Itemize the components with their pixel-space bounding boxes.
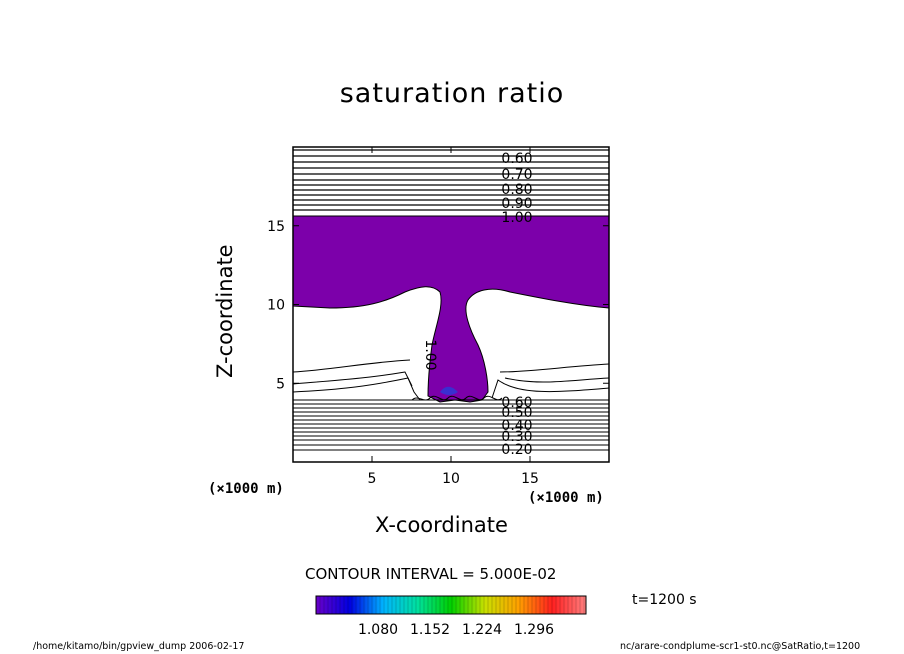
upper-contour-lines: [293, 149, 609, 211]
colorbar-tick-label: 1.152: [410, 622, 450, 638]
colorbar: 1.080 1.152 1.224 1.296: [315, 595, 587, 638]
axis-ticks: 5 10 15 5 10 15: [267, 147, 609, 487]
contour-line: [491, 379, 610, 399]
x-tick-label: 5: [368, 471, 377, 487]
x-tick-label: 15: [521, 471, 539, 487]
y-tick-label: 10: [267, 298, 285, 314]
contour-line: [504, 377, 610, 383]
chart-title: saturation ratio: [339, 78, 565, 109]
footer-right: nc/arare-condplume-scr1-st0.nc@SatRatio,…: [620, 641, 861, 652]
contour-label: 0.60: [501, 151, 532, 167]
x-unit-label: (×1000 m): [528, 490, 604, 506]
colorbar-tick-label: 1.224: [462, 622, 502, 638]
contour-label: 1.00: [422, 339, 438, 370]
contour-interval: CONTOUR INTERVAL = 5.000E-02: [305, 565, 557, 583]
footer-left: /home/kitamo/bin/gpview_dump 2006-02-17: [33, 641, 245, 652]
contour-label: 0.50: [501, 405, 532, 421]
colorbar-tick-label: 1.296: [514, 622, 554, 638]
contour-label: 0.20: [501, 442, 532, 458]
max-saturation-core: [440, 386, 458, 395]
contour-line: [292, 359, 411, 373]
colorbar-fill: [315, 595, 587, 615]
contour-label: 0.60: [501, 395, 532, 411]
contour-label: 0.40: [501, 418, 532, 434]
y-axis-label: Z-coordinate: [213, 244, 237, 378]
contour-line: [292, 371, 413, 387]
contour-label: 0.80: [501, 182, 532, 198]
x-axis-label: X-coordinate: [375, 513, 508, 537]
shaded-region: [292, 215, 610, 403]
contour-label: 1.00: [501, 210, 532, 226]
x-tick-label: 10: [442, 471, 460, 487]
contour-line: [292, 377, 421, 401]
lower-contour-lines: [292, 359, 610, 451]
time-label: t=1200 s: [632, 592, 697, 608]
contour-line: [411, 395, 503, 401]
contour-label: 0.70: [501, 167, 532, 183]
contour-label: 0.30: [501, 429, 532, 445]
supersaturated-region: [292, 215, 610, 403]
contour-labels: 0.600.700.800.901.001.000.600.500.400.30…: [422, 151, 533, 458]
colorbar-tick-label: 1.080: [358, 622, 398, 638]
contour-label: 0.90: [501, 196, 532, 212]
contour-line: [499, 363, 610, 373]
y-tick-label: 5: [276, 376, 285, 392]
y-tick-label: 15: [267, 219, 285, 235]
y-unit-label: (×1000 m): [208, 481, 284, 497]
